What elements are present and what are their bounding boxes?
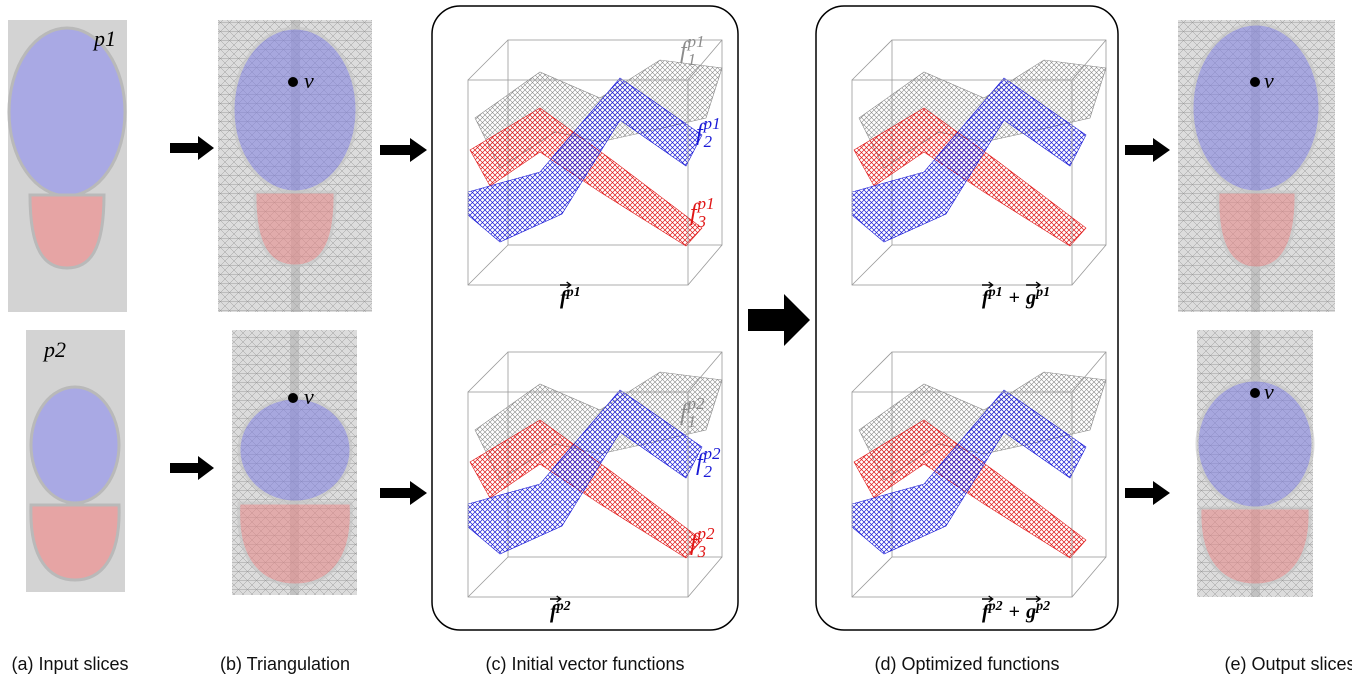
vertex-label: v <box>1264 68 1274 93</box>
operator: + <box>1009 601 1020 623</box>
operator: + <box>1009 287 1020 309</box>
surface-plot <box>852 352 1106 597</box>
plot-box-edge <box>468 557 508 597</box>
plot-box-edge <box>852 352 892 392</box>
function-superscript: p1 <box>697 194 715 213</box>
output-slice-2 <box>1197 330 1313 597</box>
surface-plot <box>468 352 722 597</box>
plot-box-edge <box>468 352 508 392</box>
caption: (e) Output slices <box>1224 654 1352 674</box>
vector-label: fp1 <box>560 285 581 309</box>
plot-box-edge <box>1072 245 1106 285</box>
triangulated-slice-1 <box>218 20 372 312</box>
function-superscript: p2 <box>697 524 715 543</box>
plot-box-edge <box>852 557 892 597</box>
vertex-label: v <box>304 68 314 93</box>
vector-label: fp1+gp1 <box>982 285 1050 309</box>
figure: p1 p2 v v v v <box>0 0 1352 681</box>
function-subscript: 3 <box>697 212 706 231</box>
caption: (c) Initial vector functions <box>485 654 684 674</box>
function-superscript: p1 <box>687 32 705 51</box>
function-superscript: p2 <box>687 394 705 413</box>
plot-box-edge <box>468 245 508 285</box>
function-superscript: p1 <box>703 114 721 133</box>
function-subscript: 1 <box>688 412 696 431</box>
function-superscript: p2 <box>703 444 721 463</box>
plot-box-edge <box>1072 557 1106 597</box>
vertex-label: v <box>1264 379 1274 404</box>
surface-plot <box>852 40 1106 285</box>
plot-box-edge <box>852 245 892 285</box>
plot-box-edge <box>852 40 892 80</box>
slice-label: p2 <box>42 337 66 362</box>
vector-base: g <box>1025 601 1036 623</box>
input-slice-2 <box>26 330 125 592</box>
vector-label: fp2+gp2 <box>982 599 1050 623</box>
slice-label: p1 <box>92 26 116 51</box>
plot-box-edge <box>688 245 722 285</box>
function-subscript: 2 <box>704 132 713 151</box>
vector-base: g <box>1025 287 1036 309</box>
output-slice-1 <box>1178 20 1335 312</box>
function-subscript: 1 <box>688 50 696 69</box>
triangulated-slice-2 <box>232 330 357 595</box>
function-subscript: 2 <box>704 462 713 481</box>
caption: (b) Triangulation <box>220 654 350 674</box>
caption: (a) Input slices <box>11 654 128 674</box>
plot-box-edge <box>688 557 722 597</box>
plot-box-edge <box>468 40 508 80</box>
input-slice-1 <box>8 20 127 312</box>
function-subscript: 3 <box>697 542 706 561</box>
surface-plot <box>468 40 722 285</box>
vertex-label: v <box>304 384 314 409</box>
caption: (d) Optimized functions <box>874 654 1059 674</box>
vector-label: fp2 <box>550 599 571 623</box>
